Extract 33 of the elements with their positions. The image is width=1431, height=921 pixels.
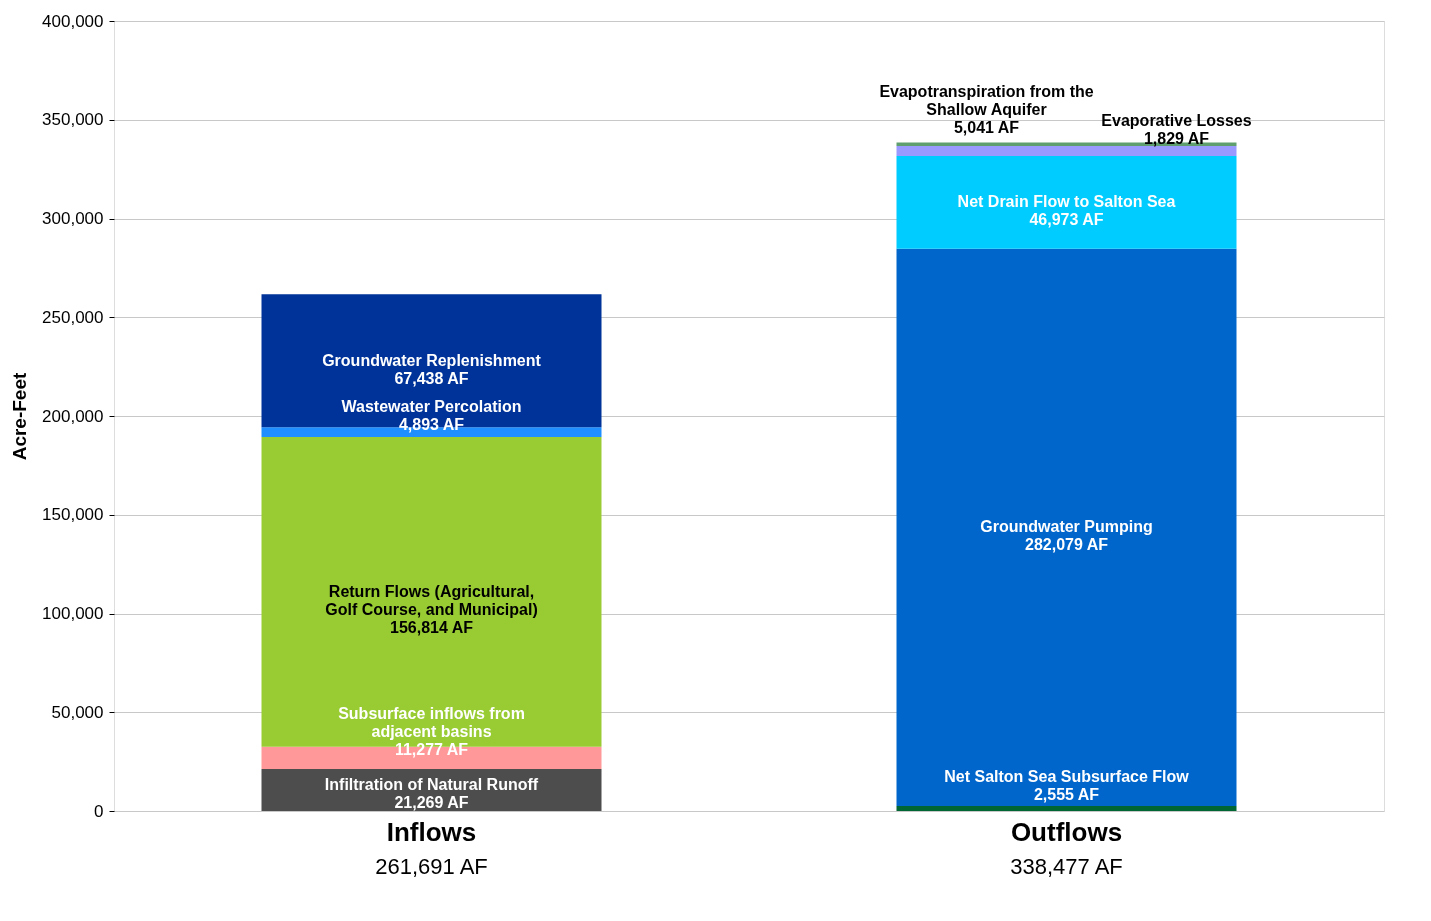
data-label: 4,893 AF bbox=[398, 415, 465, 433]
series-label: Return Flows (Agricultural, Golf Course, and Municipal) bbox=[325, 582, 538, 618]
data-label: 2,555 AF bbox=[1033, 785, 1100, 803]
y-tick-label: 300,000 bbox=[42, 209, 104, 228]
data-label: 156,814 AF bbox=[389, 618, 474, 636]
data-label: 282,079 AF bbox=[1024, 536, 1109, 554]
series-label: Evaporative Losses bbox=[1101, 111, 1252, 129]
data-label: 1,829 AF bbox=[1143, 129, 1210, 147]
y-axis-title: Acre-Feet bbox=[9, 372, 31, 461]
total-label: 261,691 AF bbox=[375, 854, 488, 879]
series-label: Groundwater Replenishment bbox=[322, 351, 542, 369]
x-tick-label: Inflows bbox=[386, 816, 477, 847]
series-label: Net Salton Sea Subsurface Flow bbox=[944, 767, 1190, 785]
y-tick-label: 250,000 bbox=[42, 307, 104, 327]
data-label: 46,973 AF bbox=[1029, 211, 1104, 229]
y-tick-label: 200,000 bbox=[42, 406, 104, 426]
series-label: Evapotranspiration from the Shallow Aquifer bbox=[879, 82, 1094, 118]
series-label: Net Drain Flow to Salton Sea bbox=[957, 193, 1176, 211]
x-tick-label: Outflows bbox=[1010, 816, 1123, 847]
y-tick-label: 50,000 bbox=[51, 702, 104, 722]
series-label: Wastewater Percolation bbox=[341, 397, 522, 415]
series-label: Groundwater Pumping bbox=[980, 518, 1153, 536]
y-tick-label: 150,000 bbox=[42, 505, 104, 525]
data-label: 5,041 AF bbox=[953, 118, 1020, 136]
data-label: 67,438 AF bbox=[394, 369, 469, 387]
y-tick-label: 100,000 bbox=[42, 604, 104, 623]
series-label: Subsurface inflows from adjacent basins bbox=[338, 705, 525, 741]
total-label: 338,477 AF bbox=[1010, 854, 1123, 879]
data-label: 21,269 AF bbox=[394, 794, 469, 812]
y-tick-label: 350,000 bbox=[42, 110, 104, 130]
y-tick-label: 400,000 bbox=[42, 11, 104, 31]
series-label: Infiltration of Natural Runoff bbox=[324, 776, 539, 794]
y-tick-label: 0 bbox=[94, 801, 104, 821]
